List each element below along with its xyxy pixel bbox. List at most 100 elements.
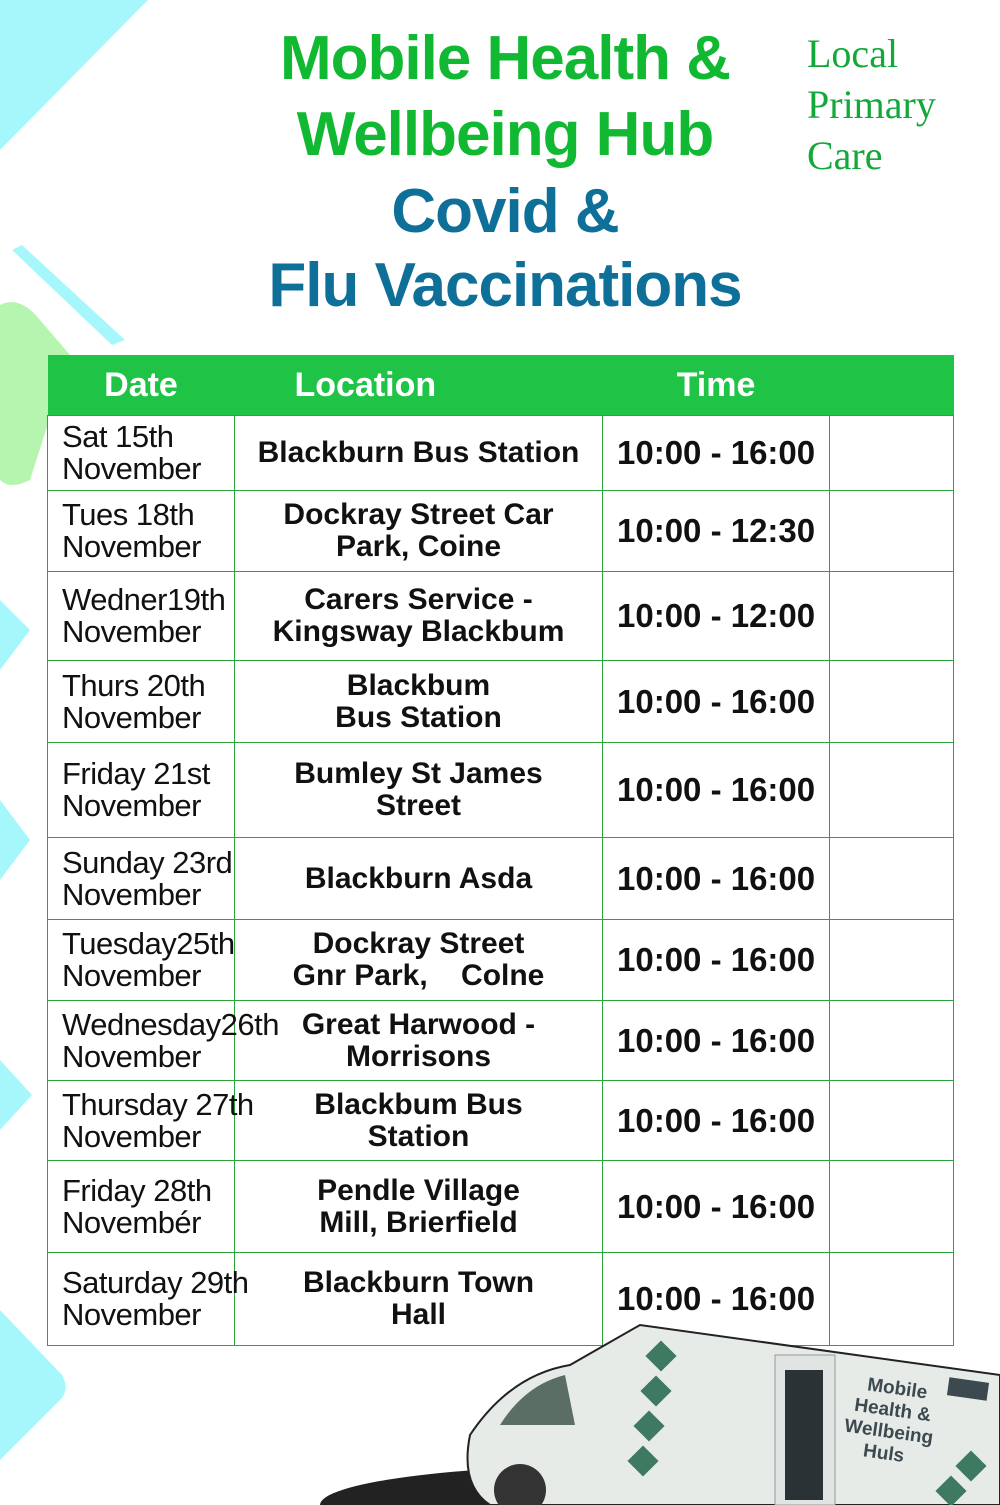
date-month: November — [62, 1118, 202, 1154]
table-header: Date Location Time — [47, 355, 954, 416]
location-line-2: Station — [367, 1119, 470, 1153]
date-month: November — [62, 958, 202, 993]
date-day: Sat 15th — [62, 419, 174, 454]
table-row: Friday 21st November Bumley St James Street… — [47, 742, 954, 838]
time-cell: 10:00 - 12:00 — [602, 571, 830, 661]
empty-cell — [829, 919, 954, 1001]
empty-cell — [829, 660, 954, 743]
empty-cell — [829, 1000, 954, 1081]
location-line-2: Bus Station — [335, 700, 502, 734]
date-day: Sunday 23rd — [62, 844, 233, 880]
location-cell: Dockray Street Gnr Park, Colne — [234, 919, 603, 1001]
table-row: Wednesday26th November Great Harwood - Morr… — [47, 1000, 954, 1081]
date-day: Wedner19th — [62, 582, 226, 617]
location-line-1: Blackburn Asda — [304, 861, 533, 895]
organisation-logo-text: Local Primary Care — [807, 28, 936, 181]
table-row: Tues 18th November Dockray Street Car Park,… — [47, 490, 954, 572]
date-cell: Tuesday25th November — [47, 919, 235, 1001]
date-day: Friday 21st — [62, 756, 210, 791]
location-line-2: Kingsway Blackbum — [272, 615, 565, 648]
date-month: November — [62, 876, 202, 912]
time-cell: 10:00 - 16:00 — [602, 919, 830, 1001]
table-row: Thursday 27th November Blackbum Bus Station… — [47, 1080, 954, 1161]
empty-cell — [829, 742, 954, 838]
time-cell: 10:00 - 16:00 — [602, 1160, 830, 1253]
location-line-1: Bumley St James — [294, 757, 543, 790]
date-day: Tuesday25th — [62, 926, 235, 961]
schedule-table: Date Location Time Sat 15th November Black… — [47, 355, 954, 1346]
location-line-1: Dockray Street Car — [283, 498, 554, 531]
location-line-1: Great Harwood - — [301, 1007, 536, 1041]
location-line-2: Hall — [390, 1298, 447, 1331]
time-cell: 10:00 - 16:00 — [602, 660, 830, 743]
date-cell: Friday 28th Novembér — [47, 1160, 235, 1253]
date-cell: Wedner19th November — [47, 571, 235, 661]
date-day: Wednesday26th — [62, 1006, 279, 1042]
date-month: November — [62, 1038, 202, 1074]
date-month: Novembér — [62, 1204, 202, 1240]
table-row: Wedner19th November Carers Service - Kingsw… — [47, 571, 954, 661]
location-line-2: Park, Coine — [335, 530, 502, 563]
date-month: November — [62, 451, 202, 486]
location-cell: Blackburn Asda — [234, 837, 603, 920]
location-cell: Dockray Street Car Park, Coine — [234, 490, 603, 572]
location-cell: Blackburn Town Hall — [234, 1252, 603, 1346]
time-cell: 10:00 - 16:00 — [602, 1000, 830, 1081]
date-cell: Sat 15th November — [47, 415, 235, 491]
table-row: Sat 15th November Blackburn Bus Station 10:… — [47, 415, 954, 491]
time-cell: 10:00 - 16:00 — [602, 837, 830, 920]
date-month: November — [62, 1297, 202, 1332]
location-line-1: Blackbum Bus — [314, 1087, 523, 1121]
title-line-1: Mobile Health & — [279, 24, 731, 93]
empty-cell — [829, 1080, 954, 1161]
date-cell: Wednesday26th November — [47, 1000, 279, 1081]
subtitle-line-2: Flu Vaccinations — [268, 251, 742, 320]
title-line-2: Wellbeing Hub — [296, 100, 714, 169]
table-row: Sunday 23rd November Blackburn Asda 10:00 -… — [47, 837, 954, 920]
empty-cell — [829, 1160, 954, 1253]
time-cell: 10:00 - 16:00 — [602, 742, 830, 838]
location-line-2: Morrisons — [345, 1039, 492, 1073]
table-row: Thurs 20th November Blackbum Bus Station 10:… — [47, 660, 954, 743]
date-month: November — [62, 699, 202, 735]
location-cell: Blackbum Bus Station — [234, 660, 603, 743]
org-line: Care — [807, 133, 883, 178]
time-cell: 10:00 - 16:00 — [602, 415, 830, 491]
location-line-2: Mill, Brierfield — [319, 1205, 518, 1239]
location-line-1: Blackbum — [346, 668, 491, 702]
location-cell: Carers Service - Kingsway Blackbum — [234, 571, 603, 661]
location-line-2: Street — [375, 789, 462, 822]
date-cell: Tues 18th November — [47, 490, 235, 572]
location-line-1: Carers Service - — [304, 583, 533, 616]
table-row: Tuesday25th November Dockray Street Gnr Par… — [47, 919, 954, 1001]
date-day: Tues 18th — [62, 497, 195, 532]
date-cell: Thursday 27th November — [47, 1080, 254, 1161]
empty-cell — [829, 490, 954, 572]
location-line-1: Blackburn Bus Station — [257, 436, 580, 469]
location-cell: Pendle Village Mill, Brierfield — [234, 1160, 603, 1253]
date-month: November — [62, 529, 202, 564]
subtitle-line-1: Covid & — [391, 177, 619, 246]
empty-cell — [829, 1252, 954, 1346]
location-line-1: Pendle Village — [317, 1173, 520, 1207]
date-day: Friday 28th — [62, 1172, 212, 1208]
location-cell: Bumley St James Street — [234, 742, 603, 838]
location-cell: Blackburn Bus Station — [234, 415, 603, 491]
empty-cell — [829, 415, 954, 491]
date-day: Saturday 29th — [62, 1265, 249, 1300]
column-header-location: Location — [234, 355, 603, 416]
org-line: Primary — [807, 82, 936, 127]
column-header-time: Time — [602, 355, 830, 416]
column-header-date: Date — [47, 355, 235, 416]
location-cell: Blackbum Bus Station — [234, 1080, 603, 1161]
date-cell: Friday 21st November — [47, 742, 235, 838]
table-row: Saturday 29th November Blackburn Town Hall 1… — [47, 1252, 954, 1346]
date-cell: Thurs 20th November — [47, 660, 235, 743]
org-line: Local — [807, 31, 899, 76]
date-cell: Sunday 23rd November — [47, 837, 235, 920]
location-line-1: Dockray Street — [312, 927, 525, 960]
location-line-1: Blackburn Town — [302, 1266, 535, 1299]
location-cell: Great Harwood - Morrisons — [234, 1000, 603, 1081]
date-month: November — [62, 614, 202, 649]
